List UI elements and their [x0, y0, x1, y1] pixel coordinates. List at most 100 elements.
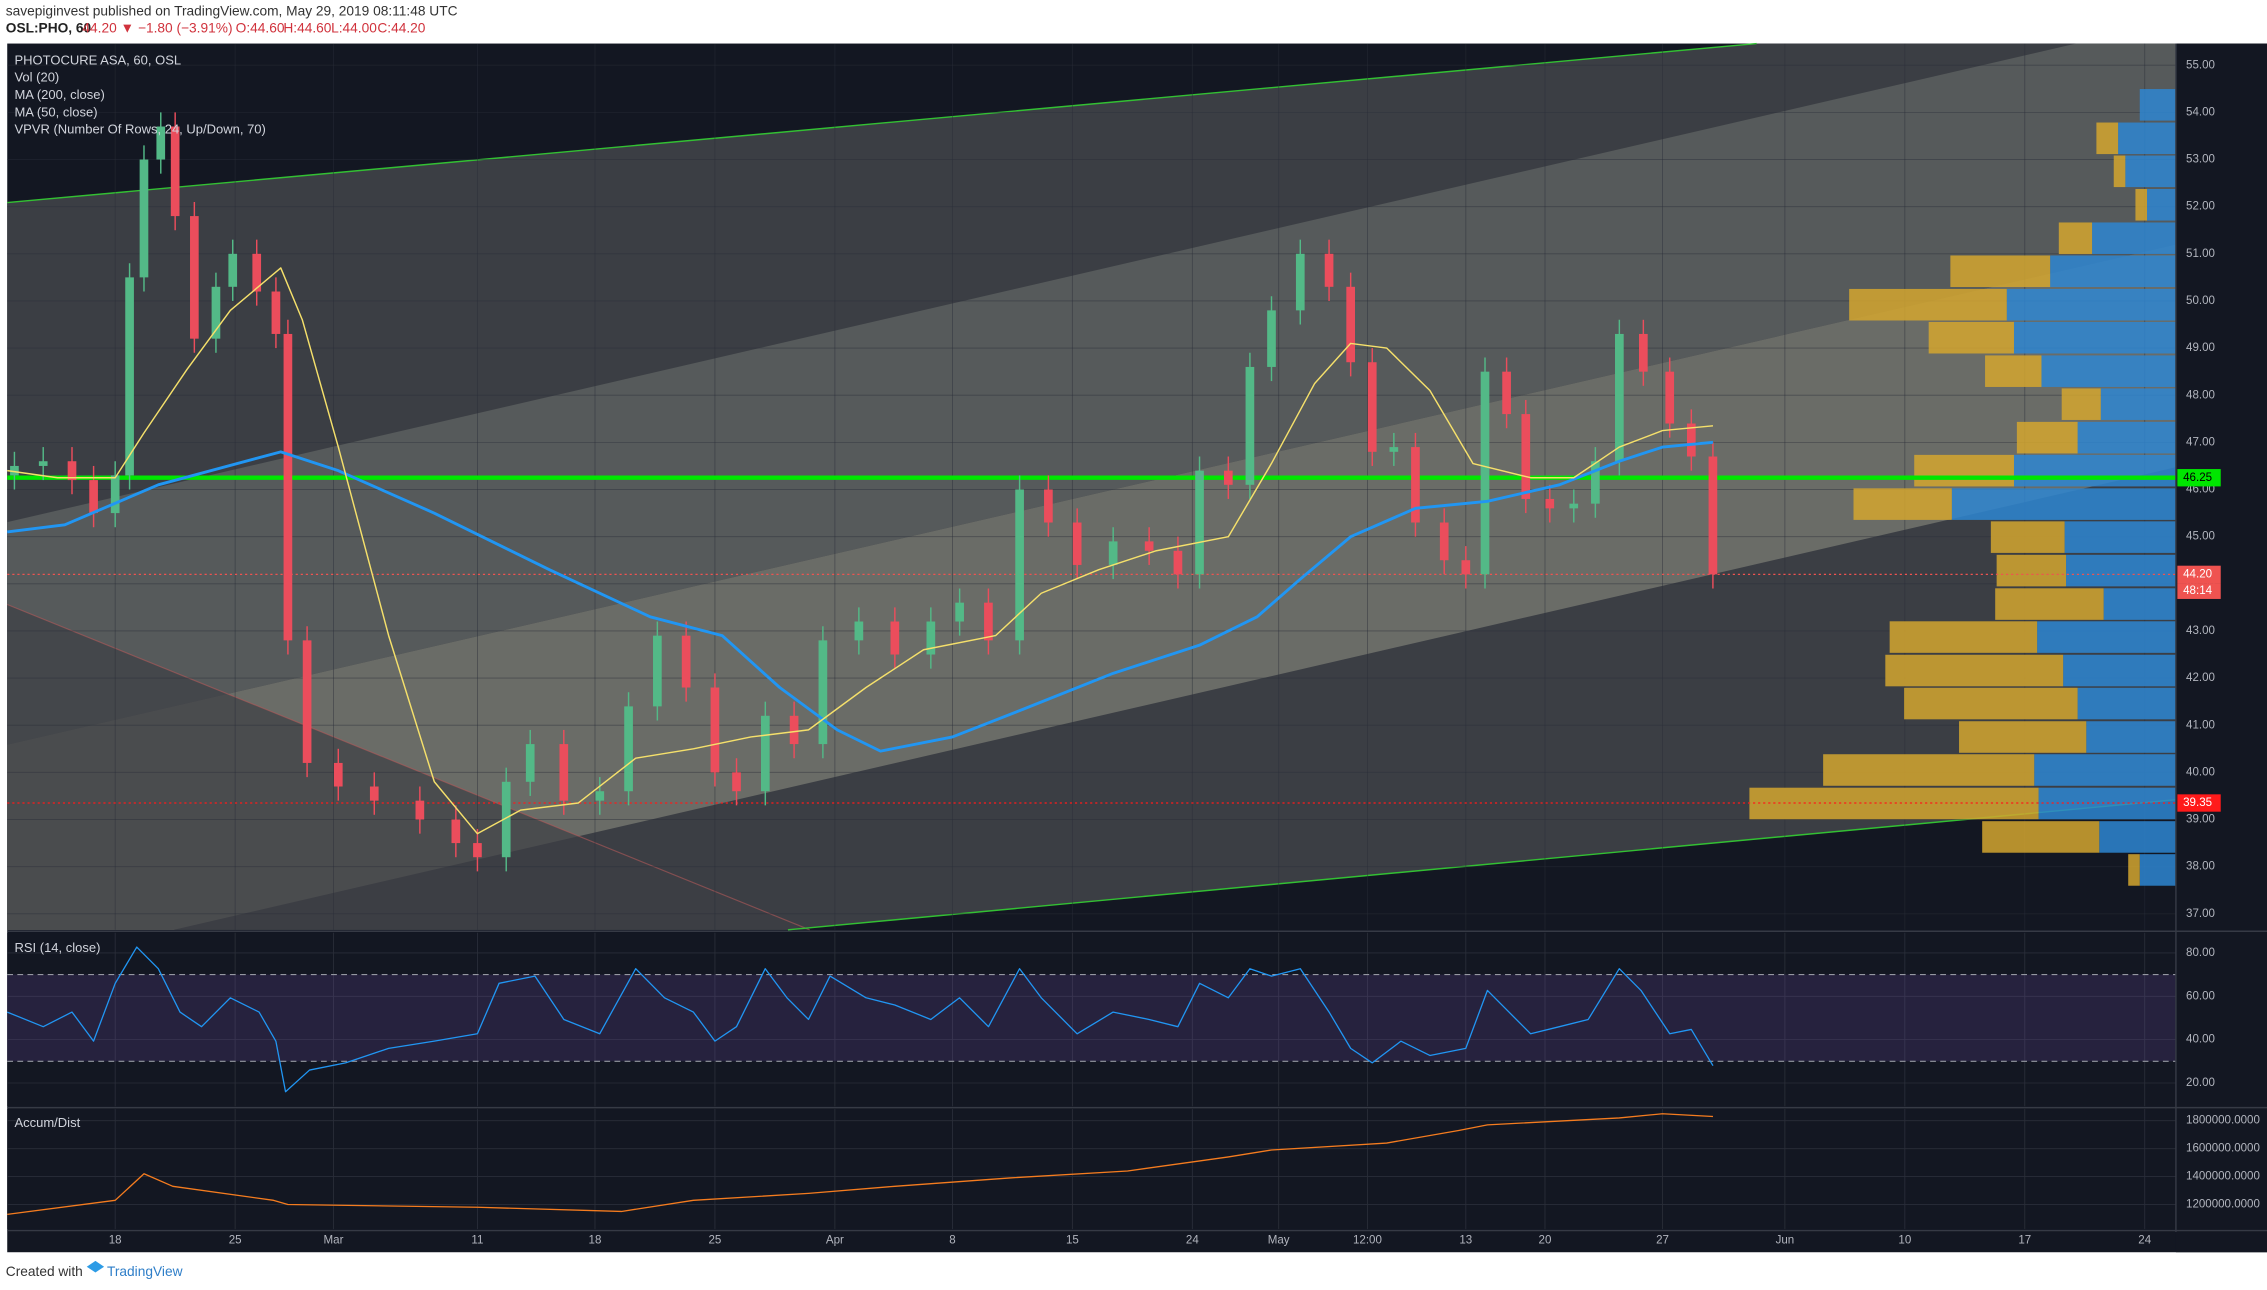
y-tick-label: 43.00 — [2186, 625, 2215, 637]
x-tick-label: 13 — [1459, 1235, 1472, 1247]
level-label-bg — [2177, 469, 2221, 487]
vpvr-up — [2077, 687, 2176, 720]
candle-body — [1223, 470, 1233, 485]
axis-layer: 37.0038.0039.0040.0041.0042.0043.0044.00… — [109, 59, 2260, 1246]
footer-brand: TradingView — [107, 1264, 183, 1279]
y-tick-label: 1600000.0000 — [2186, 1143, 2260, 1155]
vpvr-down — [1985, 355, 2042, 387]
y-tick-label: 42.00 — [2186, 672, 2215, 684]
vpvr-down — [1904, 687, 2078, 720]
ma-line — [7, 267, 1714, 835]
candle-body — [190, 216, 199, 339]
vpvr-up — [2050, 255, 2176, 288]
candle-body — [139, 159, 149, 278]
y-tick-label: 1400000.0000 — [2186, 1171, 2260, 1183]
ohlc-close: C:44.20 — [377, 21, 425, 36]
level-label: 46.25 — [2183, 472, 2212, 484]
candle-body — [1346, 286, 1356, 363]
x-tick-label: 24 — [2138, 1235, 2151, 1247]
candle-body — [1480, 371, 1490, 575]
vpvr-down — [1995, 588, 2104, 620]
candle-body — [1173, 550, 1183, 575]
vpvr-down — [1885, 654, 2064, 687]
candle-body — [1708, 456, 1718, 575]
vpvr-up — [2100, 388, 2176, 420]
ad-bg — [7, 1109, 2176, 1230]
vpvr-down — [1982, 821, 2100, 853]
candle-body — [1195, 470, 1204, 575]
y-tick-label: 49.00 — [2186, 342, 2215, 354]
vpvr-down — [2135, 188, 2147, 221]
rsi-title: RSI (14, close) — [14, 940, 100, 955]
vpvr-down — [2058, 222, 2093, 255]
x-tick-label: Mar — [324, 1235, 344, 1247]
level-label-bg — [2177, 565, 2221, 584]
rsi-bg — [7, 932, 2176, 1107]
price-axis-bg — [2175, 43, 2267, 1253]
x-tick-label: 18 — [589, 1235, 602, 1247]
x-tick-label: Jun — [1776, 1235, 1795, 1247]
author-line: savepiginvest published on TradingView.c… — [6, 3, 458, 18]
candle-body — [1521, 414, 1531, 499]
vpvr-up — [2037, 621, 2176, 653]
vpvr-down — [1990, 521, 2065, 553]
vpvr-up — [2139, 89, 2176, 121]
x-tick-label: 17 — [2018, 1235, 2031, 1247]
channel-bottom — [787, 798, 2176, 931]
symbol: OSL:PHO, 60 — [6, 21, 92, 36]
y-tick-label: 80.00 — [2186, 947, 2215, 959]
level-label: 39.35 — [2183, 797, 2212, 809]
candle-body — [1569, 503, 1579, 509]
candle-body — [501, 781, 511, 858]
y-tick-label: 48.00 — [2186, 389, 2215, 401]
candle-body — [1367, 362, 1377, 452]
level-label: 44.20 — [2183, 568, 2212, 580]
candle-body — [1411, 447, 1420, 523]
vpvr-down — [1853, 488, 1952, 520]
vpvr-up — [2118, 122, 2176, 155]
x-tick-label: 20 — [1539, 1235, 1552, 1247]
vpvr-up — [2139, 854, 2176, 886]
candle-body — [1295, 253, 1305, 311]
vpvr-down — [2016, 421, 2078, 454]
candle-body — [926, 621, 936, 655]
vpvr-down — [1849, 288, 2007, 321]
vpvr-up — [2013, 454, 2176, 487]
candle-body — [302, 640, 312, 763]
vpvr-up — [2064, 521, 2176, 553]
level-label-bg — [2177, 794, 2221, 812]
y-tick-label: 50.00 — [2186, 295, 2215, 307]
brand-logo — [86, 1260, 105, 1273]
vpvr-up — [2034, 754, 2176, 786]
candle-body — [1502, 371, 1511, 415]
indicator-line — [7, 1113, 1714, 1215]
indicator-label: Vol (20) — [14, 70, 59, 85]
candle-body — [156, 126, 166, 160]
countdown-bg — [2177, 583, 2221, 599]
candle-body — [525, 744, 535, 782]
main-title: PHOTOCURE ASA, 60, OSL — [14, 52, 181, 67]
candle-body — [110, 475, 120, 514]
y-tick-label: 1200000.0000 — [2186, 1199, 2260, 1211]
ohlc-low: L:44.00 — [331, 21, 377, 36]
candle-body — [1591, 461, 1600, 504]
candle-body — [1044, 489, 1053, 523]
candle-body — [789, 715, 799, 745]
x-tick-label: 18 — [109, 1235, 122, 1247]
vpvr-down — [2113, 155, 2126, 188]
y-tick-label: 37.00 — [2186, 908, 2215, 920]
x-tick-label: 11 — [471, 1235, 483, 1247]
candle-body — [271, 291, 281, 334]
candle-body — [1615, 333, 1624, 462]
quote: 44.20 ▼ −1.80 (−3.91%) — [82, 21, 232, 36]
candle-body — [252, 253, 262, 292]
candle-body — [283, 333, 293, 641]
vpvr-up — [2077, 421, 2176, 454]
candle-body — [369, 786, 379, 801]
candle-body — [333, 762, 343, 787]
candle-body — [1072, 522, 1082, 565]
candle-body — [10, 465, 19, 476]
vpvr-up — [2063, 654, 2176, 687]
candle-body — [595, 791, 605, 801]
ohlc-high: H:44.60 — [283, 21, 331, 36]
